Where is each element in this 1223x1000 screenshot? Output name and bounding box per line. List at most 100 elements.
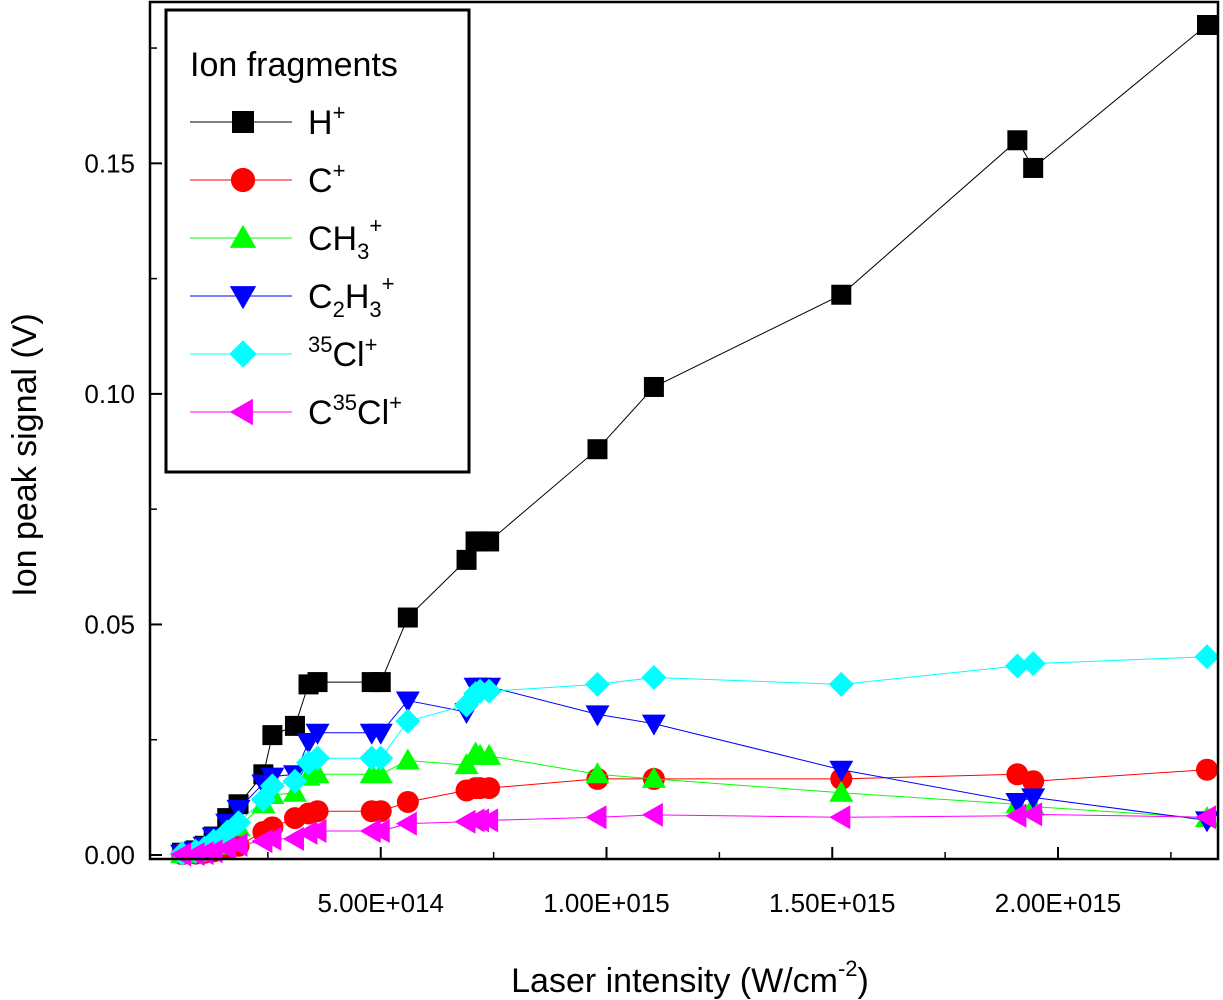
data-point-35Cl+-17 <box>476 678 502 704</box>
legend-marker-C+ <box>230 167 256 193</box>
data-point-C2H3+-18 <box>585 705 610 727</box>
data-point-C35Cl+-4 <box>215 836 237 861</box>
legend-title: Ion fragments <box>190 46 398 84</box>
data-point-C35Cl+-9 <box>296 820 318 845</box>
data-point-H+-12 <box>370 672 391 693</box>
legend-main-text: H <box>308 104 333 142</box>
data-point-CH3+-17 <box>477 743 502 765</box>
legend-main-text: C <box>308 394 333 432</box>
data-point-C35Cl+-12 <box>368 819 390 844</box>
legend-label-H+: H+ <box>308 100 345 142</box>
y-tick-label: 0.15 <box>84 148 135 178</box>
data-point-35Cl+-13 <box>395 708 421 734</box>
data-point-35Cl+-21 <box>1004 653 1030 679</box>
data-point-H+-20 <box>831 284 852 305</box>
data-point-C+-13 <box>396 790 419 813</box>
data-point-CH3+-18 <box>585 762 610 784</box>
legend-label-C35Cl+: C35Cl+ <box>308 390 402 432</box>
data-point-C+-22 <box>1022 770 1045 793</box>
legend-marker-H+ <box>232 111 254 133</box>
data-point-C35Cl+-21 <box>1005 803 1027 828</box>
data-point-CH3+-12 <box>368 762 393 784</box>
data-point-C+-17 <box>478 777 501 800</box>
legend-superscript: + <box>382 271 395 296</box>
legend-mid-superscript: 35 <box>333 390 357 415</box>
legend-item-C2H3+: C2H3+ <box>190 271 394 322</box>
data-point-35Cl+-8 <box>282 768 308 794</box>
legend-item-C+: C+ <box>190 158 345 200</box>
data-point-C35Cl+-14 <box>454 809 476 834</box>
data-point-C35Cl+-7 <box>260 826 282 851</box>
plot-frame <box>148 0 1220 861</box>
legend-marker-35Cl+ <box>229 340 257 368</box>
legend-superscript: + <box>389 390 402 415</box>
data-point-35Cl+-7 <box>259 773 285 799</box>
legend-box <box>164 8 471 474</box>
data-point-C2H3+-20 <box>829 760 854 782</box>
data-point-H+-18 <box>587 439 608 460</box>
y-tick-label: 0.05 <box>84 609 135 639</box>
x-axis-title-superscript: -2 <box>838 956 858 981</box>
x-tick-label: 1.00E+015 <box>543 888 670 918</box>
x-tick-label: 5.00E+014 <box>317 888 444 918</box>
legend-subscript: 2 <box>333 297 345 322</box>
data-point-H+-7 <box>262 725 283 746</box>
legend: Ion fragments H+C+CH3+C2H3+35Cl+C35Cl+ <box>164 8 471 474</box>
data-point-C35Cl+-3 <box>201 839 223 864</box>
data-point-H+-23 <box>1197 15 1217 35</box>
data-point-H+-22 <box>1023 157 1044 178</box>
legend-main-text: C <box>308 162 333 200</box>
y-axis-title: Ion peak signal (V) <box>6 313 44 597</box>
data-point-H+-14 <box>456 549 477 570</box>
data-point-C35Cl+-5 <box>226 832 248 857</box>
data-point-C+-12 <box>369 800 392 823</box>
data-point-C35Cl+-18 <box>585 805 607 830</box>
data-point-C35Cl+-17 <box>477 808 499 833</box>
data-point-35Cl+-18 <box>584 671 610 697</box>
data-point-C35Cl+-23 <box>1195 805 1216 830</box>
data-point-C2H3+-19 <box>641 714 666 736</box>
legend-main-text: C <box>308 278 333 316</box>
data-point-H+-17 <box>479 531 500 552</box>
legend-superscript: + <box>369 213 382 238</box>
data-point-C35Cl+-13 <box>395 811 417 836</box>
data-point-35Cl+-19 <box>641 664 667 690</box>
x-axis-title-end: ) <box>858 962 869 1000</box>
data-point-H+-10 <box>307 672 328 693</box>
data-point-35Cl+-12 <box>368 745 394 771</box>
x-tick-label: 1.50E+015 <box>769 888 896 918</box>
data-point-CH3+-13 <box>395 748 420 770</box>
data-point-CH3+-10 <box>305 762 330 784</box>
legend-superscript: + <box>365 332 378 357</box>
data-point-35Cl+-23 <box>1194 644 1220 670</box>
legend-label-35Cl+: 35Cl+ <box>308 332 377 374</box>
data-point-C35Cl+-0 <box>170 842 192 867</box>
legend-superscript: + <box>333 100 346 125</box>
data-point-35Cl+-10 <box>305 745 331 771</box>
x-axis-title: Laser intensity (W/cm-2) <box>511 956 869 1000</box>
legend-pre-superscript: 35 <box>308 332 332 357</box>
data-point-H+-13 <box>397 607 418 628</box>
data-point-CH3+-14 <box>454 753 479 775</box>
data-point-C35Cl+-19 <box>641 802 663 827</box>
x-axis-title-main: Laser intensity (W/cm <box>511 962 838 1000</box>
ticks-layer: 5.00E+014 1.00E+015 1.50E+015 2.00E+015 0.00… <box>84 47 1172 918</box>
data-point-CH3+-20 <box>829 780 854 802</box>
data-point-C2H3+-22 <box>1021 788 1046 810</box>
legend-item-C35Cl+: C35Cl+ <box>190 390 402 432</box>
legend-main-text: CH <box>308 220 357 258</box>
legend-superscript: + <box>333 158 346 183</box>
data-point-H+-21 <box>1007 130 1028 151</box>
legend-main-text: Cl <box>332 336 364 374</box>
legend-subscript: 3 <box>357 239 369 264</box>
legend-tail-text: H <box>345 278 370 316</box>
legend-item-H+: H+ <box>190 100 345 142</box>
data-point-C+-10 <box>306 800 329 823</box>
data-point-C35Cl+-20 <box>829 805 851 830</box>
data-point-H+-8 <box>284 715 305 736</box>
legend-tail-text: Cl <box>357 394 389 432</box>
data-point-35Cl+-5 <box>226 810 252 836</box>
x-tick-label: 2.00E+015 <box>995 888 1122 918</box>
legend-marker-C35Cl+ <box>229 398 253 426</box>
